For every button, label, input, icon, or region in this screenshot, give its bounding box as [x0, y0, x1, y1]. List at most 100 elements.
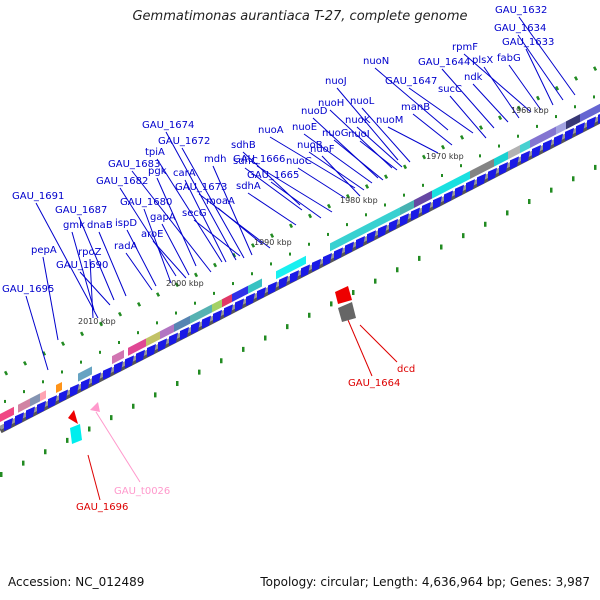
- gene-arrow: [389, 218, 398, 232]
- feature-block: [78, 366, 92, 382]
- gene-arrow: [59, 389, 68, 403]
- gene-arrow: [48, 395, 57, 409]
- feature-block: [18, 398, 30, 413]
- outer-tick-dot: [42, 380, 44, 384]
- gene-arrow: [345, 241, 354, 255]
- inner-tick-dot: [374, 278, 377, 284]
- outer-tick-dot: [23, 360, 28, 366]
- label-leader: [361, 107, 411, 163]
- feature-block: [146, 331, 160, 347]
- label-leader: [472, 83, 509, 123]
- gene-arrow: [114, 361, 123, 375]
- outer-tick-dot: [441, 174, 443, 178]
- label-leader: [508, 64, 542, 111]
- inner-tick-dot: [132, 403, 135, 409]
- inner-tick-dot: [550, 187, 553, 193]
- kbp-tick-labels: 1960 kbp 1970 kbp 1980 kbp 1990 kbp 2000 kbp…: [78, 106, 549, 326]
- kbp-tick-label: 2010 kbp: [78, 317, 116, 326]
- label-leader: [79, 271, 111, 306]
- gene-arrow: [4, 417, 13, 431]
- label-leader: [412, 113, 453, 146]
- inner-tick-dot: [242, 346, 245, 352]
- gene-label-nuoi: nuoI: [348, 129, 370, 140]
- label-leader: [131, 170, 212, 273]
- gene-label-sdhc: sdhC: [233, 156, 258, 167]
- gene-label-rpmf: rpmF: [452, 42, 478, 53]
- outer-tick-dot: [98, 321, 104, 327]
- inner-tick-dot: [308, 312, 311, 318]
- inner-tick-dot: [572, 176, 575, 182]
- feature-block: [508, 145, 520, 160]
- feature-block: [400, 199, 414, 216]
- gene-arrow: [477, 173, 486, 187]
- trna-arrow: [90, 402, 100, 412]
- feature-block: [112, 349, 124, 365]
- outer-tick-dot: [117, 311, 123, 317]
- label-leader: [35, 202, 99, 319]
- label-leader: [98, 231, 127, 297]
- feature-block: [580, 103, 600, 123]
- label-leader-lines: [25, 16, 576, 501]
- gene-label-gau_1687: GAU_1687: [55, 205, 107, 216]
- outer-tick-dot: [536, 124, 538, 128]
- gene-arrow: [334, 247, 343, 261]
- outer-tick-dot: [574, 105, 576, 109]
- outer-tick-dot: [365, 184, 370, 189]
- outer-tick-dot: [384, 203, 386, 207]
- gene-labels: GAU_1632 GAU_1634 GAU_1633 rpmF fabG plsX ndk G…: [2, 5, 554, 513]
- feature-block: [530, 126, 556, 148]
- outer-tick-dot: [175, 311, 177, 315]
- feature-block: [190, 304, 212, 324]
- feature-block: [470, 158, 494, 180]
- inner-tick-dot: [418, 255, 421, 261]
- label-leader: [336, 87, 399, 161]
- gene-arrow: [235, 298, 244, 312]
- outer-tick-dot: [479, 125, 484, 130]
- label-leader: [181, 147, 245, 259]
- inner-tick-dot: [330, 301, 333, 307]
- gene-arrow: [576, 122, 585, 136]
- gene-arrow: [125, 355, 134, 369]
- outer-tick-dot: [403, 193, 405, 197]
- outer-tick-dot: [269, 233, 275, 238]
- outer-tick-dot: [156, 321, 158, 325]
- inner-tick-dot: [396, 267, 399, 273]
- feature-block: [338, 302, 356, 322]
- map-title: Gemmatimonas aurantiaca T-27, complete g…: [132, 9, 468, 24]
- outer-tick-dot: [194, 272, 199, 278]
- gene-arrow: [37, 400, 46, 414]
- gene-label-nuoc: nuoC: [286, 156, 312, 167]
- outer-tick-dot: [536, 95, 541, 101]
- label-leader: [119, 187, 177, 277]
- outer-tick-dots: [4, 66, 598, 403]
- outer-tick-dot: [574, 76, 579, 81]
- inner-tick-dot: [198, 369, 201, 375]
- gene-label-aroe: aroE: [141, 229, 163, 240]
- gene-label-gau_1673: GAU_1673: [175, 182, 227, 193]
- gene-arrow: [532, 144, 541, 158]
- gene-label-gau_1683: GAU_1683: [108, 159, 160, 170]
- gene-label-rada: radA: [114, 241, 138, 252]
- outer-tick-dot: [251, 243, 256, 248]
- gene-label-nuof: nuoF: [310, 144, 335, 155]
- feature-block: [56, 381, 62, 394]
- outer-tick-dot: [346, 193, 351, 199]
- label-leader: [270, 181, 322, 219]
- outer-tick-dot: [251, 272, 253, 276]
- gene-arrow: [169, 332, 178, 346]
- outer-tick-dot: [346, 223, 348, 227]
- gene-label-secg: secG: [182, 208, 207, 219]
- gene-arrow: [455, 184, 464, 198]
- gene-label-gau_1633: GAU_1633: [502, 37, 554, 48]
- inner-tick-dot: [44, 449, 47, 455]
- label-leader: [125, 252, 153, 291]
- label-leader: [312, 117, 379, 179]
- label-leader: [463, 53, 532, 113]
- outer-tick-dot: [80, 360, 82, 364]
- feature-block: [432, 171, 470, 199]
- gene-arrow: [521, 150, 530, 164]
- inner-tick-dot: [264, 335, 267, 341]
- gene-arrow: [15, 412, 24, 426]
- outer-tick-dot: [289, 252, 291, 256]
